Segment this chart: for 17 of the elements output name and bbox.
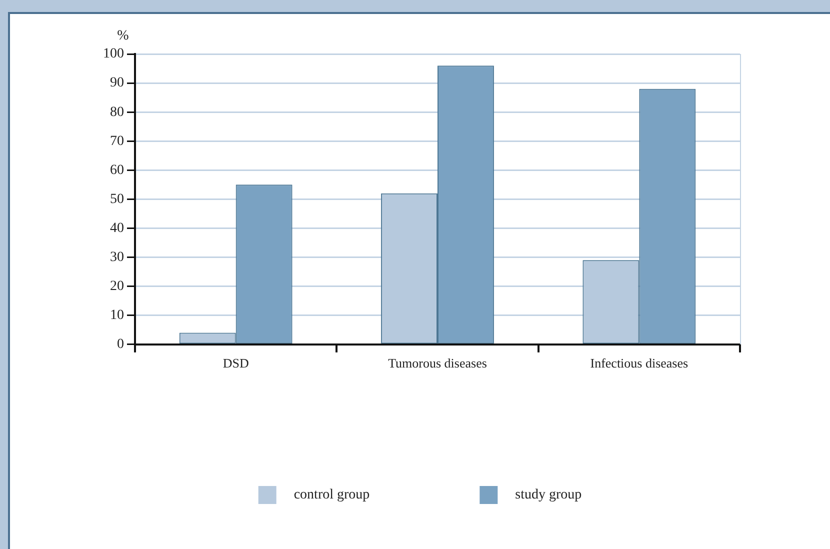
legend-label: study group (504, 488, 582, 503)
y-tick-label: 10 (110, 308, 124, 324)
y-axis-title: % (117, 28, 130, 44)
y-tick-label: 0 (117, 337, 124, 352)
x-tick-label: Tumorous diseases (388, 356, 487, 371)
y-tick-label: 100 (103, 46, 124, 62)
y-tick-label: 90 (110, 76, 124, 91)
legend-label: control group (283, 488, 370, 503)
y-tick-label: 80 (110, 104, 124, 120)
y-tick-label: 70 (110, 134, 124, 149)
x-tick-label: Infectious diseases (590, 356, 688, 371)
y-tick-label: 40 (110, 220, 124, 236)
y-tick-label: 20 (110, 278, 124, 294)
y-tick-label: 60 (110, 162, 124, 178)
x-tick-label: DSD (222, 356, 249, 371)
y-tick-label: 30 (110, 250, 124, 265)
y-tick-label: 50 (110, 192, 124, 207)
